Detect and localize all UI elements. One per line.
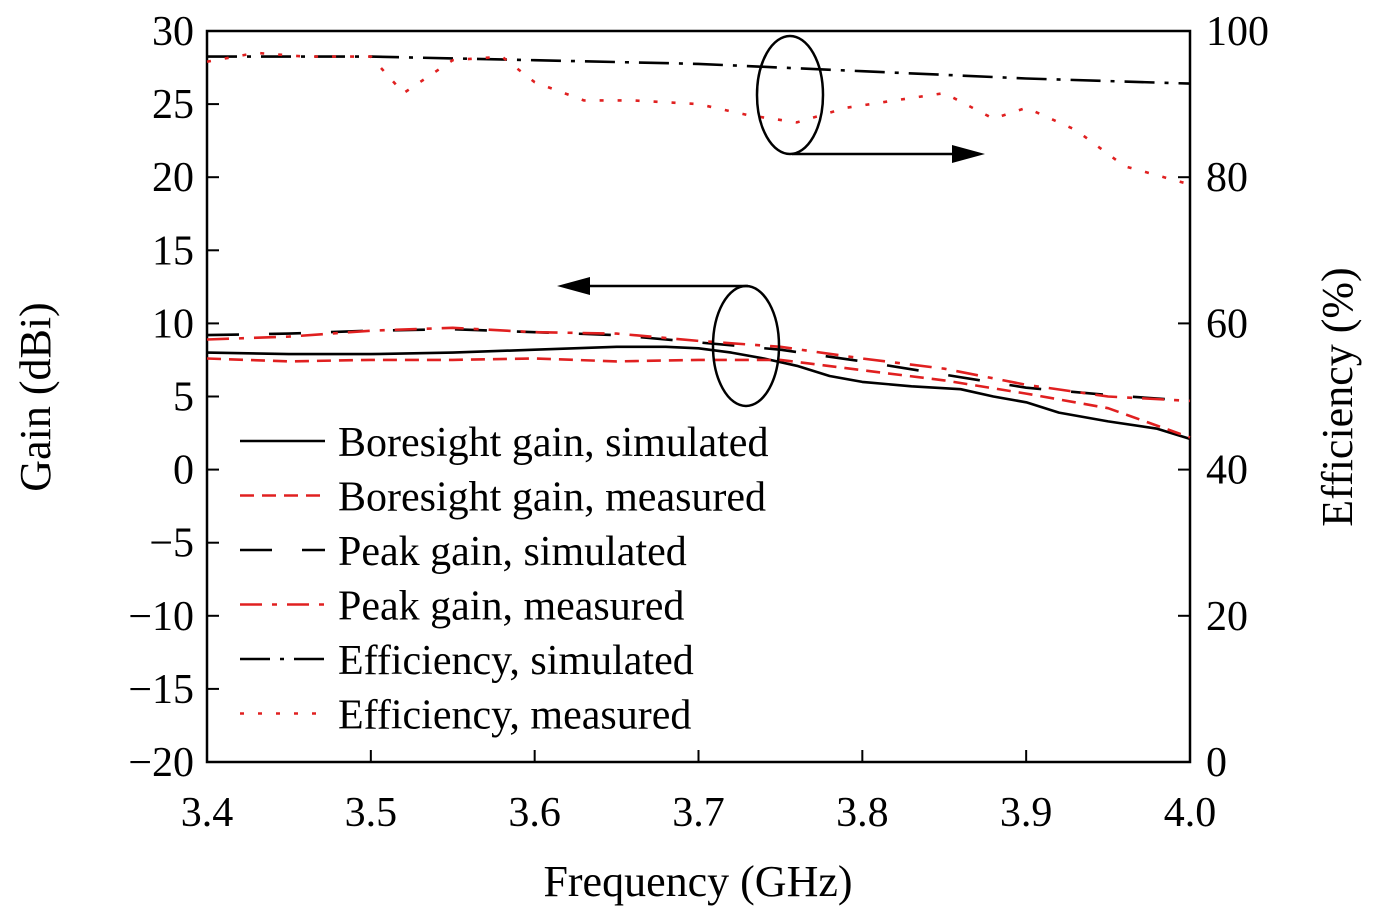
legend-label-2: Boresight gain, measured (338, 475, 766, 521)
x-tick-label: 3.9 (1000, 790, 1053, 836)
tick-layer: 3.4 3.5 3.6 3.7 3.8 3.9 4.0 30 25 20 15 10 5 0 −5 −10 −1… (128, 9, 1269, 836)
y-tick-label: 25 (152, 82, 194, 128)
x-tick-label: 3.5 (345, 790, 398, 836)
y-tick-label: −10 (128, 594, 194, 640)
series-line-2 (206, 357, 1191, 439)
y-tick-label: 15 (152, 228, 194, 274)
legend: Boresight gain, simulated Boresight gain,… (240, 420, 768, 739)
legend-label-4: Peak gain, measured (338, 584, 684, 630)
x-tick-label: 3.4 (181, 790, 234, 836)
left-arrow-head (557, 277, 590, 295)
y2-tick-label: 80 (1206, 155, 1248, 201)
series-line-6 (206, 51, 1191, 186)
legend-label-6: Efficiency, measured (338, 693, 691, 739)
series-line-3 (206, 327, 1191, 403)
y-tick-label: −5 (149, 521, 194, 567)
x-tick-label: 3.8 (836, 790, 889, 836)
x-tick-label: 3.6 (508, 790, 561, 836)
series-line-4 (206, 326, 1191, 403)
legend-label-1: Boresight gain, simulated (338, 420, 768, 466)
x-tick-label: 4.0 (1164, 790, 1217, 836)
y-tick-label: 30 (152, 9, 194, 55)
series-layer (206, 51, 1191, 441)
y-axis-title: Gain (dBi) (11, 302, 60, 491)
x-tick-label: 3.7 (672, 790, 725, 836)
y-tick-label: −20 (128, 740, 194, 786)
y2-tick-label: 60 (1206, 301, 1248, 347)
x-axis-title: Frequency (GHz) (543, 857, 852, 906)
efficiency-group-ellipse (755, 34, 825, 156)
y-tick-label: −15 (128, 667, 194, 713)
gain-group-ellipse (711, 284, 781, 408)
annotation-layer (557, 34, 985, 408)
y2-tick-label: 0 (1206, 740, 1227, 786)
y2-axis-title: Efficiency (%) (1313, 267, 1362, 526)
y2-tick-label: 40 (1206, 448, 1248, 494)
y-tick-label: 0 (173, 448, 194, 494)
y-tick-label: 20 (152, 155, 194, 201)
y2-tick-label: 20 (1206, 594, 1248, 640)
y-tick-label: 10 (152, 301, 194, 347)
legend-label-5: Efficiency, simulated (338, 638, 694, 684)
right-arrow-head (952, 145, 985, 163)
y-tick-label: 5 (173, 375, 194, 421)
series-line-5 (207, 55, 1191, 85)
legend-label-3: Peak gain, simulated (338, 529, 687, 575)
y2-tick-label: 100 (1206, 9, 1269, 55)
series-line-1 (206, 345, 1191, 441)
